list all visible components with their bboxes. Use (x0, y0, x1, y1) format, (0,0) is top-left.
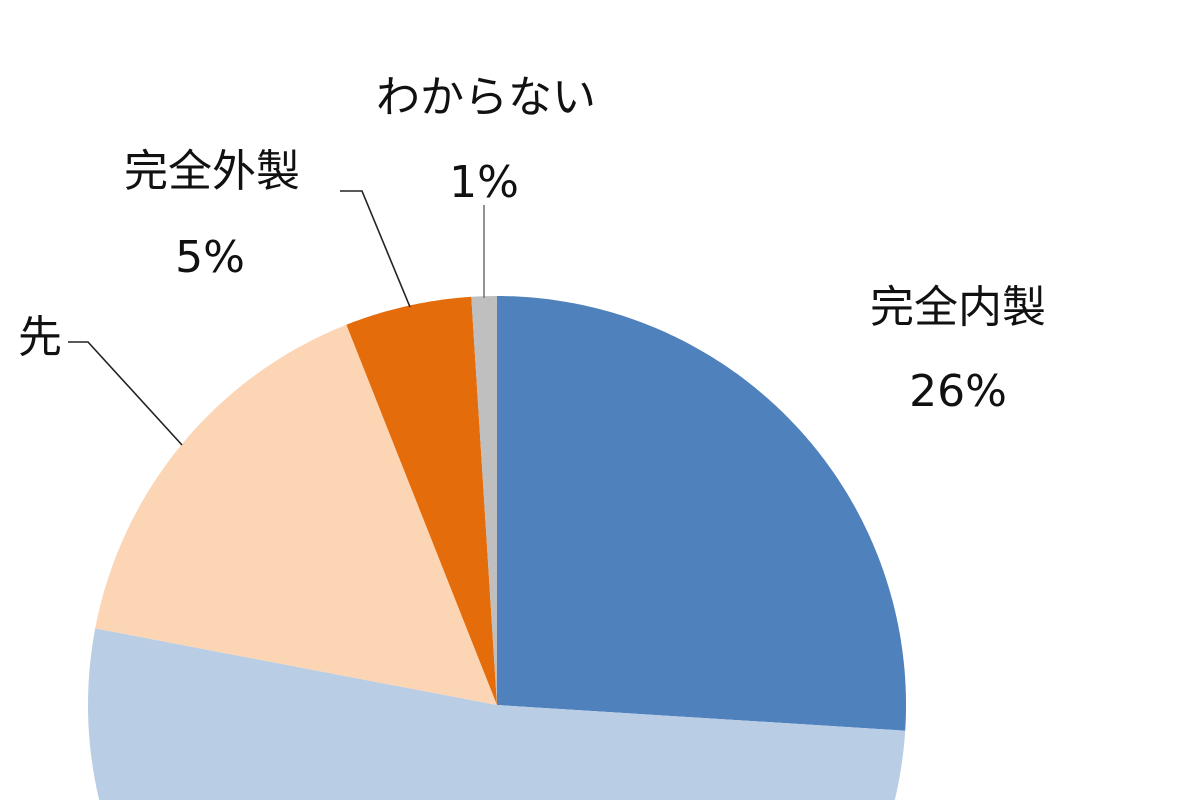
pie-slice-0 (497, 296, 906, 731)
leader-line-partial (68, 341, 183, 446)
label-partial: 先 (18, 312, 62, 363)
label-unknown: わからない (376, 72, 596, 123)
label-full-outsourced: 完全外製 (124, 146, 300, 197)
label-full-inhouse: 完全内製 (870, 282, 1046, 333)
leader-line-full-outsourced (340, 190, 411, 308)
value-unknown: 1% (449, 157, 519, 208)
value-full-inhouse: 26% (909, 366, 1007, 417)
pie-slice-1 (88, 628, 906, 800)
pie-slice-4 (471, 296, 497, 705)
pie-slice-2 (95, 324, 497, 705)
pie-slice-3 (346, 296, 497, 705)
value-full-outsourced: 5% (175, 232, 245, 283)
